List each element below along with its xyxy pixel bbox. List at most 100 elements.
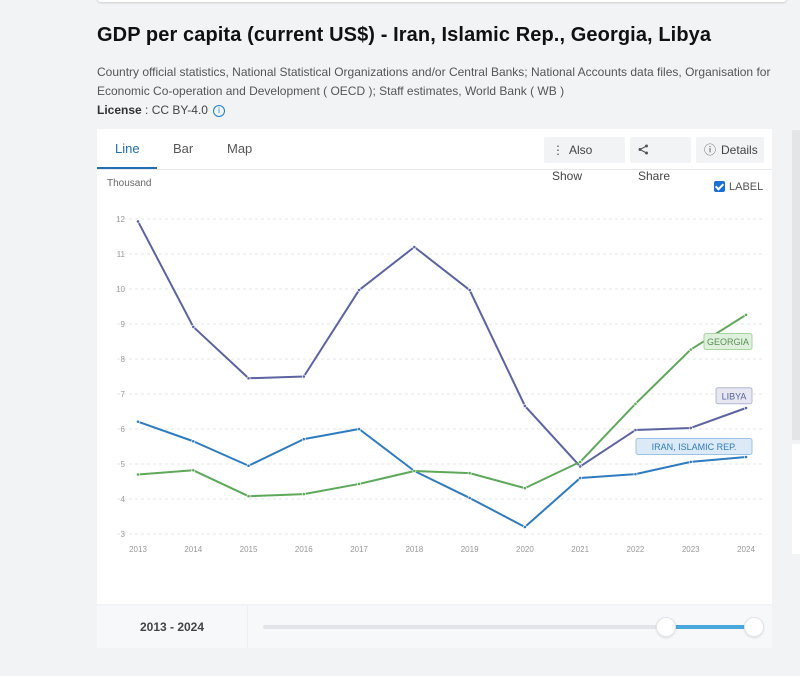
checkbox-checked-icon[interactable]: [714, 181, 725, 192]
details-label: Details: [721, 143, 758, 157]
data-point-libya: [578, 464, 583, 469]
data-point-georgia: [301, 492, 306, 497]
label-toggle-text: LABEL: [729, 181, 764, 193]
data-point-iran: [523, 525, 527, 529]
y-axis-unit-label: Thousand: [107, 178, 152, 189]
data-point-libya: [301, 374, 306, 379]
range-slider-fill: [664, 625, 753, 629]
data-point-iran: [136, 419, 140, 424]
share-button[interactable]: Share: [630, 137, 691, 183]
x-tick-label: 2014: [184, 545, 202, 554]
data-point-libya: [412, 245, 417, 249]
x-tick-label: 2013: [129, 545, 147, 554]
data-point-iran: [578, 476, 583, 480]
details-button[interactable]: ⓘ Details: [696, 137, 764, 163]
range-slider-track[interactable]: [263, 625, 753, 629]
series-label-georgia: GEORGIA: [707, 337, 749, 347]
series-label-box-iran: [635, 438, 753, 455]
tab-map[interactable]: Map: [227, 141, 253, 156]
series-label-box-libya: [715, 387, 753, 405]
time-range-footer: 2013 - 2024: [97, 606, 772, 648]
series-label-libya: LIBYA: [722, 391, 747, 401]
x-tick-label: 2015: [240, 545, 258, 554]
data-point-libya: [744, 406, 748, 410]
tab-line[interactable]: Line: [115, 141, 140, 156]
data-point-iran: [357, 427, 361, 431]
data-point-georgia: [357, 482, 361, 486]
series-label-iran: IRAN, ISLAMIC REP.: [652, 442, 737, 452]
data-point-libya: [246, 376, 251, 381]
data-point-iran: [301, 437, 306, 442]
x-tick-label: 2021: [571, 545, 589, 554]
info-icon[interactable]: i: [212, 105, 225, 117]
page-title: GDP per capita (current US$) - Iran, Isl…: [97, 24, 712, 46]
range-slider-start-handle[interactable]: [655, 617, 676, 637]
more-vertical-icon: ⋮: [552, 143, 564, 157]
x-tick-label: 2023: [682, 545, 700, 554]
license-separator: :: [141, 103, 152, 117]
also-show-label: Also Show: [552, 143, 593, 183]
label-toggle[interactable]: LABEL: [714, 181, 763, 193]
line-chart: 3 4 5 6 7 8 9 10 11 12 2013 2014 2015 2016 2017 2018 201…: [116, 215, 765, 554]
data-point-georgia: [578, 459, 583, 464]
license-value: CC BY-4.0: [151, 103, 208, 117]
data-point-iran: [467, 496, 472, 500]
data-point-georgia: [523, 486, 527, 491]
share-icon: [638, 143, 649, 157]
data-point-iran: [744, 455, 748, 459]
data-point-georgia: [191, 468, 196, 473]
series-line-georgia: [137, 314, 747, 498]
range-label: 2013 - 2024: [97, 606, 248, 648]
data-point-georgia: [136, 472, 140, 477]
also-show-button[interactable]: ⋮ Also Show: [544, 137, 625, 183]
side-panel-edge: [792, 130, 800, 440]
y-tick-label: 3: [121, 530, 126, 539]
active-tab-indicator: [97, 167, 157, 169]
data-point-georgia: [688, 347, 693, 352]
side-panel-edge-lower: [792, 444, 800, 554]
data-point-libya: [136, 219, 140, 224]
tab-bar[interactable]: Bar: [173, 141, 194, 156]
x-tick-label: 2019: [461, 545, 479, 554]
data-point-libya: [523, 403, 527, 408]
data-point-georgia: [412, 469, 417, 473]
x-tick-label: 2020: [516, 545, 534, 554]
data-point-libya: [357, 288, 361, 292]
x-tick-label: 2024: [737, 545, 755, 554]
data-point-libya: [467, 288, 472, 292]
range-slider-end-handle[interactable]: [744, 617, 764, 637]
series-label-box-georgia: [703, 333, 753, 350]
data-point-georgia: [744, 312, 748, 317]
data-point-georgia: [633, 401, 638, 406]
y-tick-label: 8: [121, 355, 126, 364]
data-point-iran: [688, 459, 693, 464]
info-circle-icon: ⓘ: [704, 143, 717, 157]
y-tick-label: 7: [121, 390, 126, 399]
y-tick-label: 6: [121, 425, 126, 434]
source-text: Country official statistics, National St…: [97, 65, 771, 98]
license-label: License: [97, 103, 142, 117]
y-tick-label: 9: [121, 320, 126, 329]
data-point-libya: [633, 428, 638, 432]
data-point-georgia: [467, 471, 472, 476]
top-search-bar-edge: [97, 0, 787, 2]
chart-type-tabs: Line Bar Map ⋮ Also Show Share ⓘ Details: [97, 129, 772, 183]
data-point-georgia: [246, 494, 251, 499]
y-tick-label: 4: [121, 495, 126, 504]
y-tick-label: 12: [116, 215, 125, 224]
data-point-libya: [688, 426, 693, 430]
y-tick-label: 5: [121, 460, 126, 469]
chart-card: Line Bar Map ⋮ Also Show Share ⓘ Details T…: [97, 129, 772, 604]
series-line-libya: [137, 220, 747, 468]
share-label: Share: [638, 169, 671, 183]
data-point-iran: [191, 439, 196, 444]
data-point-libya: [191, 324, 196, 329]
x-tick-label: 2017: [350, 545, 368, 554]
x-tick-label: 2016: [295, 545, 313, 554]
x-tick-label: 2022: [627, 545, 645, 554]
series-line-iran: [137, 420, 747, 528]
y-tick-label: 11: [117, 250, 126, 259]
data-point-iran: [246, 463, 251, 468]
license-line: License : CC BY-4.0 i: [97, 103, 225, 117]
y-tick-label: 10: [116, 285, 125, 294]
